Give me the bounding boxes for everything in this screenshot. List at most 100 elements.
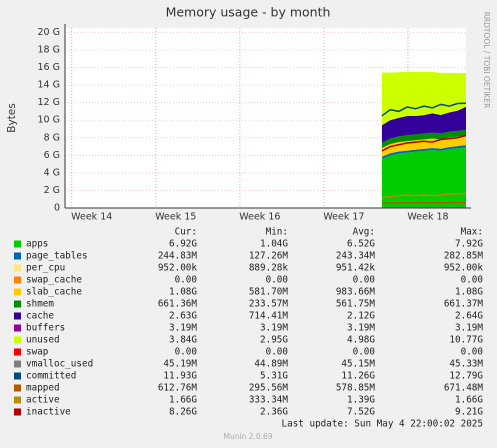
legend-stat: 243.34M [336,251,376,262]
legend-header: Max: [461,227,483,238]
legend-stat: 2.63G [169,311,197,322]
x-tick-label: Week 18 [407,212,448,223]
legend-stat: 2.36G [260,407,288,418]
y-tick-label: 10 G [38,115,60,126]
legend-label: shmem [26,299,54,310]
legend-swatch [14,372,21,380]
legend-stat: 0.00 [353,275,375,286]
legend-label: inactive [26,407,71,418]
legend-stat: 1.08G [169,287,197,298]
legend-label: page_tables [26,251,88,262]
legend-label: mapped [26,383,60,394]
legend-label: vmalloc_used [26,359,93,370]
legend-stat: 952.00k [158,263,198,274]
x-tick-label: Week 17 [323,212,364,223]
legend-swatch [14,360,21,368]
legend-stat: 2.95G [260,335,288,346]
legend-swatch [14,324,21,332]
legend-stat: 661.36M [158,299,198,310]
y-tick-label: 14 G [38,80,60,91]
legend-swatch [14,396,21,404]
legend-swatch [14,264,21,272]
legend-label: slab_cache [26,287,82,298]
legend-stat: 6.52G [347,239,375,250]
legend-stat: 889.28k [249,263,289,274]
legend-label: committed [26,371,76,382]
legend-stat: 3.19M [455,323,483,334]
legend-stat: 9.21G [455,407,483,418]
y-tick-label: 4 G [44,167,60,178]
legend-swatch [14,252,21,260]
legend-stat: 282.85M [444,251,484,262]
legend-stat: 561.75M [336,299,376,310]
legend-stat: 0.00 [461,275,483,286]
legend-swatch [14,276,21,284]
area [381,72,466,126]
y-tick-label: 18 G [38,44,60,55]
legend-stat: 2.64G [455,311,483,322]
legend-stat: 244.83M [158,251,198,262]
legend-stat: 8.26G [169,407,197,418]
legend-stat: 671.48M [444,383,484,394]
legend-stat: 983.66M [336,287,376,298]
legend-swatch [14,336,21,344]
y-axis-label: Bytes [6,103,18,132]
y-tick-label: 16 G [38,62,60,73]
area [381,135,466,157]
line [381,134,467,152]
footer: Last update: Sun May 4 22:00:02 2025 [282,419,484,430]
y-tick-label: 12 G [38,97,60,108]
legend-label: unused [26,335,60,346]
legend-label: buffers [26,323,65,334]
y-tick-label: 6 G [44,150,60,161]
legend-label: swap [26,347,49,358]
legend-swatch [14,408,21,416]
legend-stat: 12.79G [449,371,483,382]
legend-label: swap_cache [26,275,82,286]
legend-stat: 11.93G [163,371,197,382]
legend-swatch [14,312,21,320]
legend-stat: 5.31G [260,371,288,382]
legend-stat: 45.15M [341,359,375,370]
legend-stat: 661.37M [444,299,484,310]
legend-stat: 10.77G [449,335,483,346]
line [381,201,467,204]
legend-label: active [26,395,60,406]
legend-stat: 6.92G [169,239,197,250]
side-text: RRDTOOL / TOBI OETIKER [482,12,491,109]
legend-stat: 44.89M [254,359,288,370]
area [381,129,466,149]
legend-stat: 714.41M [249,311,289,322]
line [381,192,467,199]
legend-label: cache [26,311,54,322]
legend-swatch [14,300,21,308]
x-tick-label: Week 15 [155,212,196,223]
legend-stat: 295.56M [249,383,289,394]
legend-stat: 3.19M [260,323,288,334]
legend-swatch [14,384,21,392]
legend-stat: 333.34M [249,395,289,406]
legend-stat: 7.92G [455,239,483,250]
legend-stat: 0.00 [461,347,483,358]
legend-stat: 612.76M [158,383,198,394]
legend-stat: 951.42k [336,263,376,274]
legend-stat: 1.08G [455,287,483,298]
legend-swatch [14,288,21,296]
legend-stat: 3.19M [347,323,375,334]
legend-label: apps [26,239,48,250]
legend-label: per_cpu [26,263,65,274]
legend-header: Min: [266,227,288,238]
legend-stat: 0.00 [266,347,288,358]
x-tick-label: Week 16 [239,212,280,223]
legend-stat: 0.00 [175,347,197,358]
legend-stat: 2.12G [347,311,375,322]
legend-swatch [14,348,21,356]
y-tick-label: 20 G [38,27,60,38]
legend-stat: 127.26M [249,251,289,262]
legend-stat: 11.26G [341,371,375,382]
legend-stat: 581.70M [249,287,289,298]
legend-stat: 1.39G [347,395,375,406]
legend-stat: 233.57M [249,299,289,310]
legend-stat: 0.00 [266,275,288,286]
